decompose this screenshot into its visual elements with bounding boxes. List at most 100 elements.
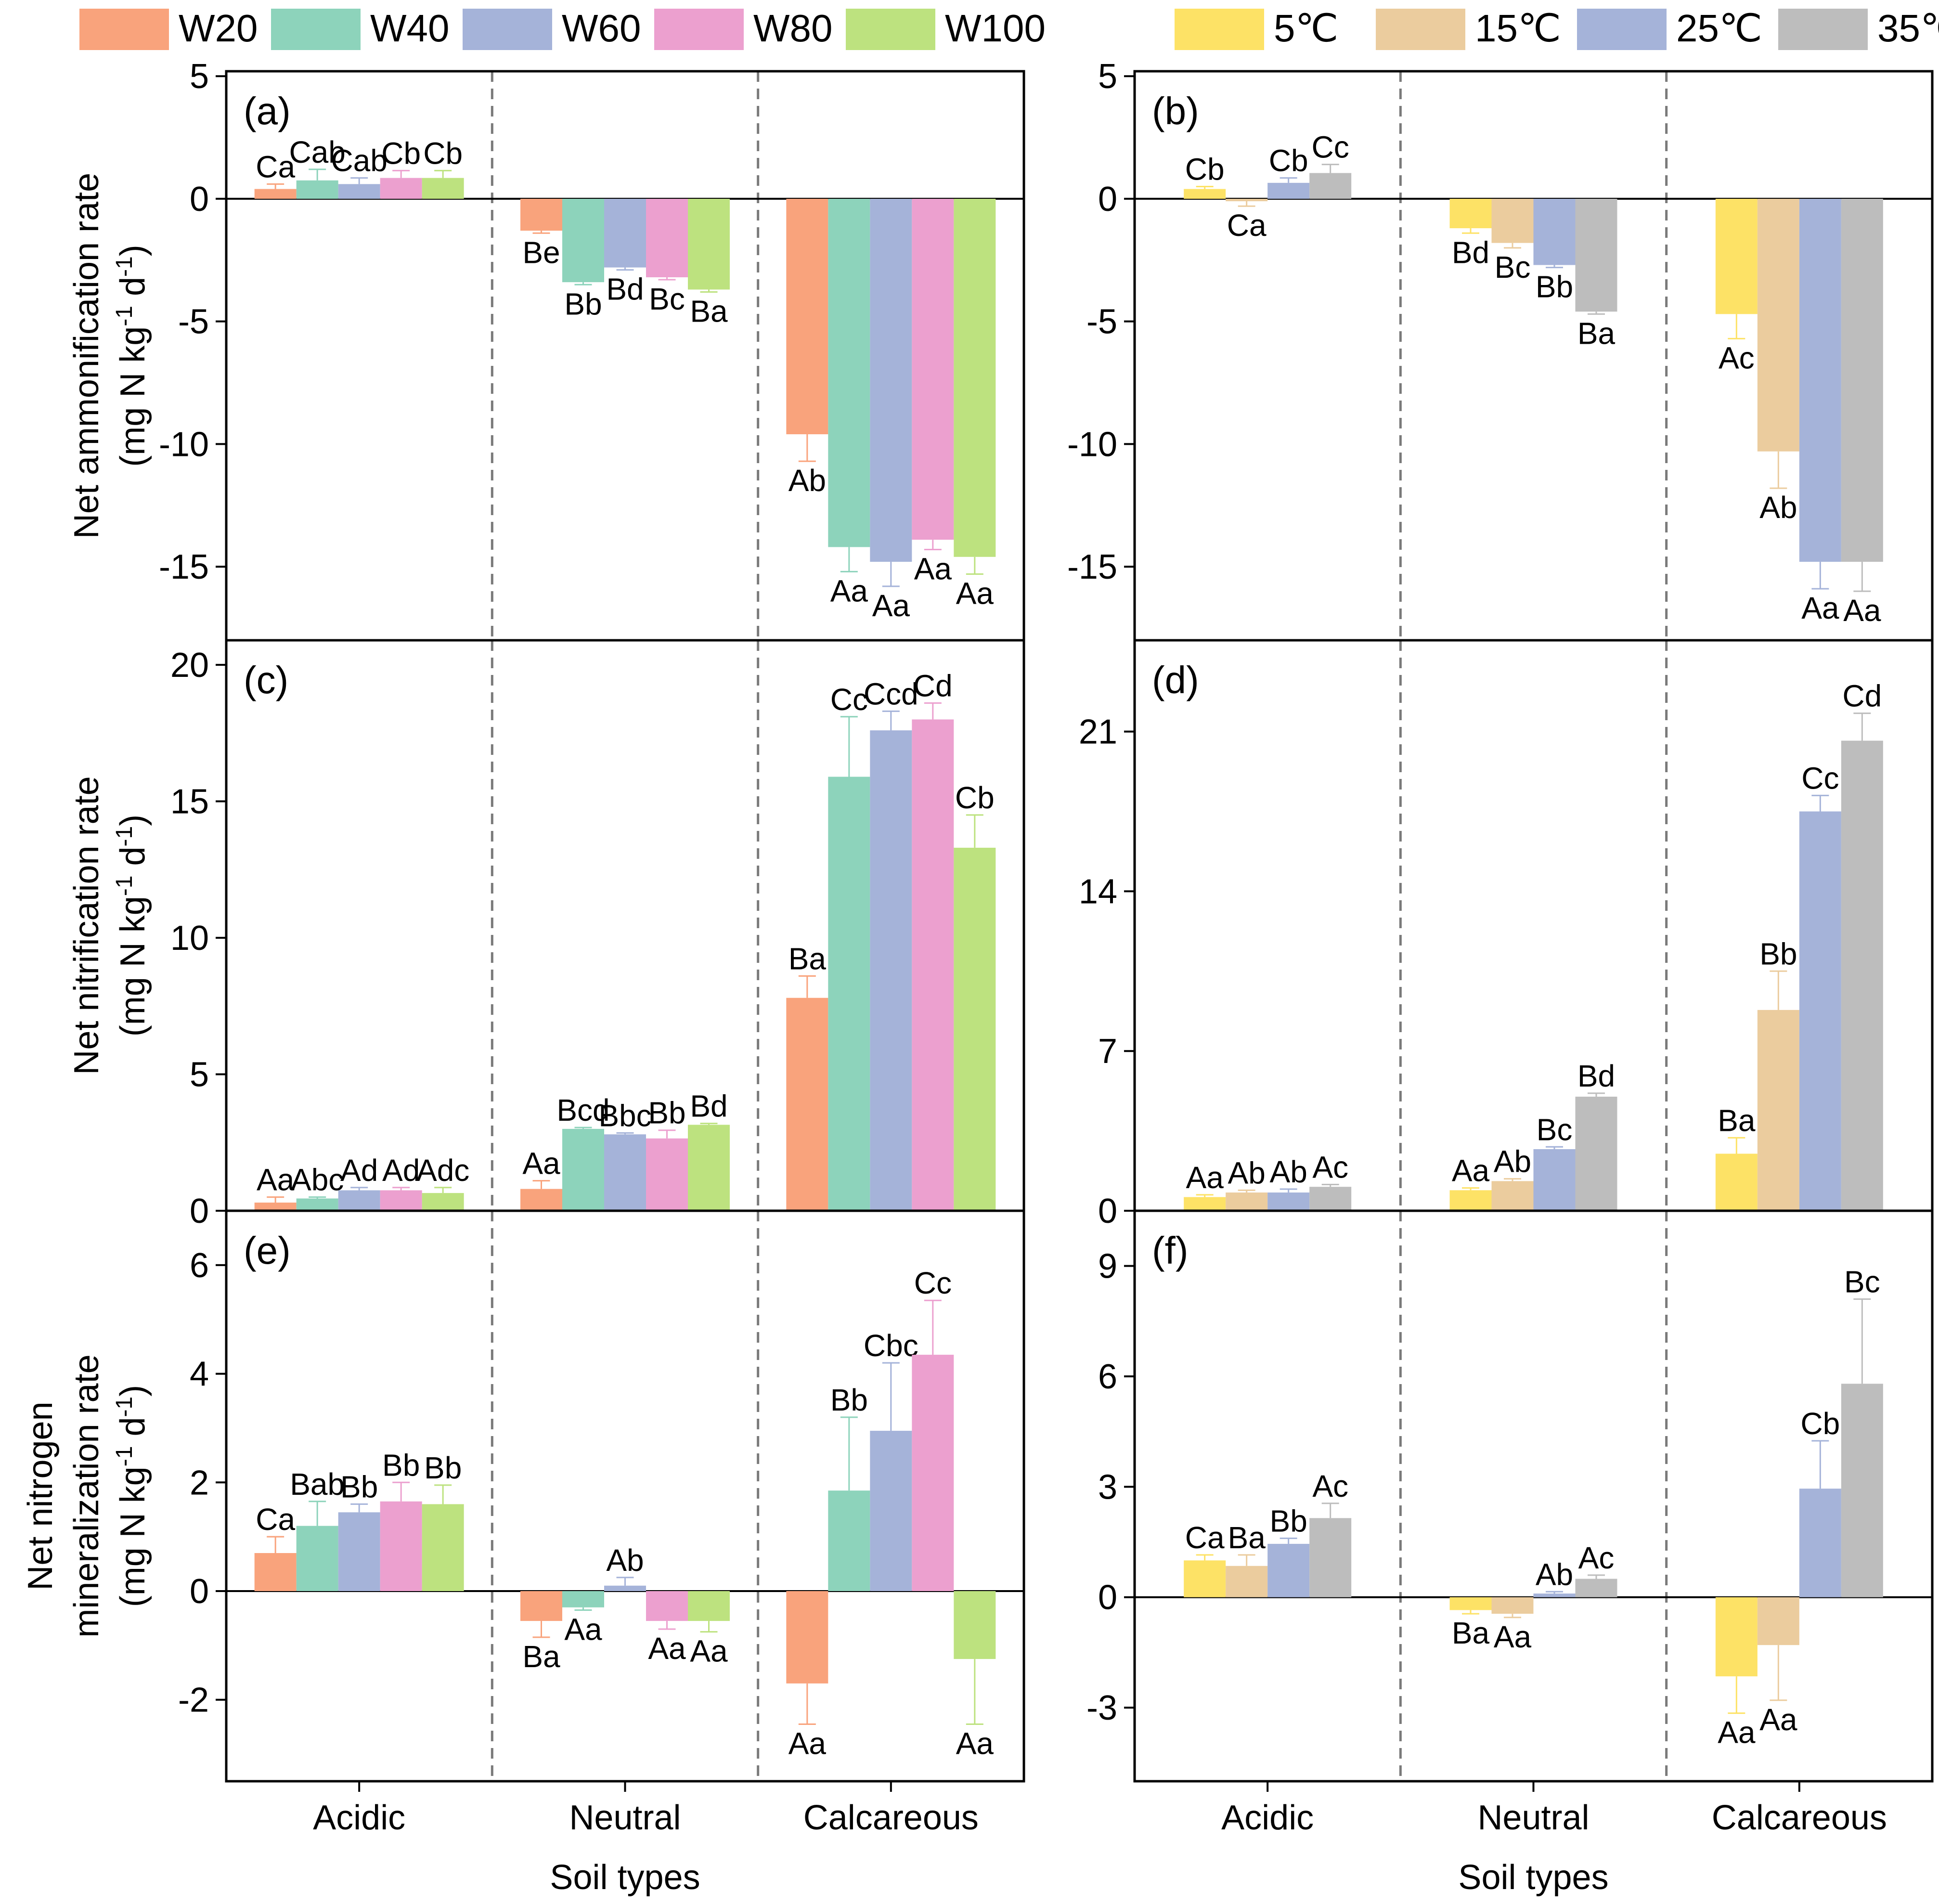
bar-label: Bc (1844, 1264, 1880, 1299)
bar-label: Aa (1801, 591, 1839, 625)
bar-label: Cab (331, 143, 387, 178)
y-axis-title-line: Net nitrification rate (67, 776, 106, 1075)
bar-label: Aa (690, 1634, 728, 1669)
y-tick-label: 4 (190, 1355, 209, 1394)
bar-label: Cb (1185, 152, 1225, 186)
x-tick-label: Acidic (1221, 1799, 1314, 1837)
y-tick-label: 0 (1098, 180, 1117, 219)
bar (1715, 198, 1758, 314)
bar (1533, 198, 1576, 265)
y-axis-title-line: mineralization rate (67, 1354, 106, 1637)
panel-letter: (c) (244, 659, 288, 701)
bar-label: Aa (564, 1612, 602, 1647)
y-tick-label: 14 (1079, 872, 1117, 911)
legend-label: W100 (945, 7, 1046, 50)
bar-label: Ab (789, 463, 826, 498)
bar-label: Cb (1269, 143, 1308, 178)
bar-label: Bb (1270, 1503, 1307, 1538)
bar-label: Ca (256, 1502, 295, 1537)
x-axis-title: Soil types (550, 1858, 700, 1897)
panel-letter: (e) (244, 1229, 291, 1272)
y-tick-label: 20 (170, 646, 209, 685)
bar (870, 198, 912, 562)
bar (338, 1190, 380, 1211)
bar (786, 198, 828, 435)
y-axis-title-line: Net ammonification rate (67, 173, 106, 539)
bar-label: Ab (1759, 490, 1797, 525)
y-tick-label: 5 (190, 1056, 209, 1094)
bar-label: Aa (257, 1163, 295, 1197)
bar (338, 1512, 380, 1591)
bar (1184, 1560, 1226, 1597)
bar (1799, 1489, 1841, 1597)
bar (1575, 1579, 1617, 1597)
bar-label: Bb (382, 1448, 420, 1482)
panel-a: Ca Be Ab Cab Bb Aa Cab Bd Aa Cb Bc Aa Cb Ba Aa 5 0 -5 -10 -… (159, 57, 1025, 642)
bar (1715, 1597, 1758, 1677)
bar (296, 1198, 338, 1211)
bar (1267, 1543, 1310, 1597)
bar-label: Aa (830, 573, 868, 608)
legend-label: W60 (562, 7, 641, 50)
bar (1449, 1597, 1492, 1610)
bar-label: Ba (1718, 1103, 1756, 1138)
bar (1184, 1197, 1226, 1211)
bar (1309, 173, 1352, 199)
bar-label: Bd (690, 1089, 727, 1124)
bar-label: Bd (1452, 235, 1489, 270)
y-tick-label: 10 (170, 919, 209, 958)
x-axis-title: Soil types (1458, 1858, 1608, 1897)
x-axis-titles: Soil types Soil types (550, 1858, 1608, 1897)
legend-label: W40 (370, 7, 450, 50)
y-tick-label: 6 (1098, 1358, 1117, 1396)
bar (520, 1189, 562, 1211)
bar-label: Ca (1227, 208, 1267, 243)
bar-label: Aa (789, 1726, 827, 1761)
bar-label: Ad (340, 1153, 378, 1188)
bar (562, 1128, 604, 1211)
legend-label: W80 (753, 7, 833, 50)
y-axis-title-line: (mg N kg-1 d-1) (112, 1385, 152, 1607)
bar (786, 1591, 828, 1684)
panels: CaBeAbCabBbAaCabBdAaCbBcAaCbBaAa50-5-10-… (159, 57, 1934, 1837)
bar-label: Aa (1759, 1702, 1797, 1737)
y-tick-label: 0 (190, 180, 209, 219)
bar-label: Aa (956, 576, 994, 610)
bar (1841, 198, 1883, 562)
bar (954, 847, 996, 1211)
bar-label: Adc (416, 1153, 469, 1188)
bar (1226, 1566, 1268, 1597)
y-tick-label: -5 (1086, 303, 1117, 341)
bar-label: Aa (956, 1726, 994, 1761)
bar (1799, 198, 1841, 562)
x-tick-label: Calcareous (803, 1799, 979, 1837)
bar (1757, 198, 1799, 452)
legend-swatch (463, 9, 552, 50)
bar-label: Bbc (598, 1098, 651, 1133)
bar-label: Aa (1718, 1715, 1756, 1750)
legend-right: 5℃ 15℃ 25℃ 35℃ (1175, 7, 1939, 50)
bar-label: Bab (290, 1467, 345, 1502)
bar-label: Cb (381, 136, 421, 170)
bar-label: Cab (289, 135, 345, 169)
bar (1449, 1190, 1492, 1211)
bar (1309, 1187, 1352, 1211)
bar (1757, 1010, 1799, 1211)
panel-letter: (a) (244, 90, 291, 132)
bar-label: Ac (1578, 1541, 1615, 1575)
bar-label: Aa (648, 1631, 686, 1666)
bar (912, 1355, 954, 1591)
legend-swatch (271, 9, 361, 50)
y-tick-label: 6 (190, 1246, 209, 1285)
bar-label: Be (522, 235, 560, 270)
bar-label: Aa (1452, 1153, 1490, 1188)
bar (912, 719, 954, 1211)
bar (562, 1591, 604, 1607)
panel-letter: (d) (1152, 659, 1199, 701)
bar (688, 198, 730, 290)
y-tick-label: 9 (1098, 1247, 1117, 1286)
bar-label: Bd (1577, 1059, 1615, 1093)
legend-label: 5℃ (1274, 7, 1338, 50)
bar-label: Bc (1495, 250, 1531, 285)
